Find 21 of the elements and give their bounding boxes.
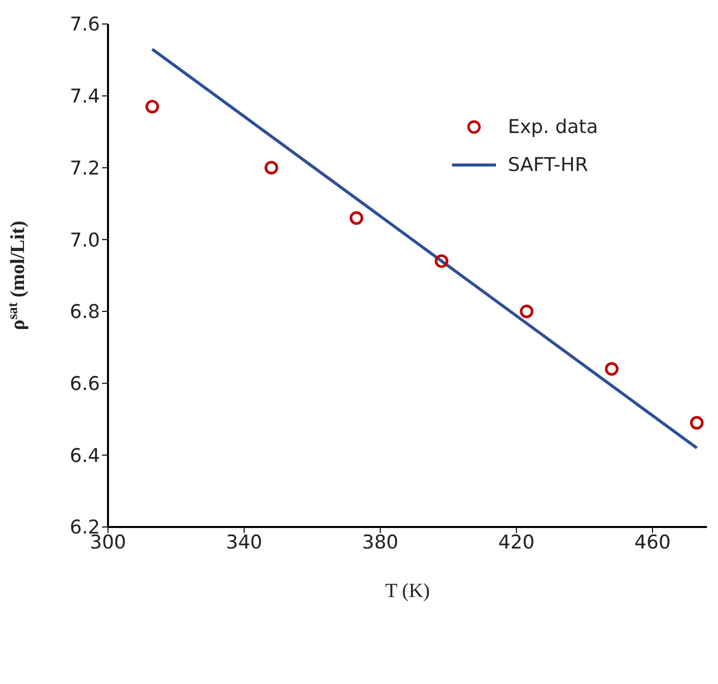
point xyxy=(520,304,534,318)
point xyxy=(434,254,448,268)
y-tick-label: 6.8 xyxy=(70,301,100,324)
x-tick-label: 460 xyxy=(634,531,671,554)
x-axis-title: T (K) xyxy=(385,580,430,602)
point xyxy=(690,416,704,430)
y-tick-label: 7.4 xyxy=(70,86,100,108)
point xyxy=(604,362,619,376)
x-tick-label: 380 xyxy=(362,531,398,554)
point xyxy=(145,100,160,114)
y-tick-label: 6.4 xyxy=(70,444,100,467)
x-tick-label: 340 xyxy=(226,531,262,554)
legend-label: SAFT-HR xyxy=(508,154,588,176)
x-tick-label: 420 xyxy=(498,531,535,554)
y-tick-label: 7.0 xyxy=(70,229,100,252)
y-tick-label: 6.6 xyxy=(70,373,100,396)
y-tick-label: 7.6 xyxy=(70,14,100,36)
point xyxy=(264,160,278,175)
legend-label: Exp. data xyxy=(508,116,598,138)
y-tick-label: 7.2 xyxy=(70,157,100,180)
point xyxy=(350,211,364,225)
